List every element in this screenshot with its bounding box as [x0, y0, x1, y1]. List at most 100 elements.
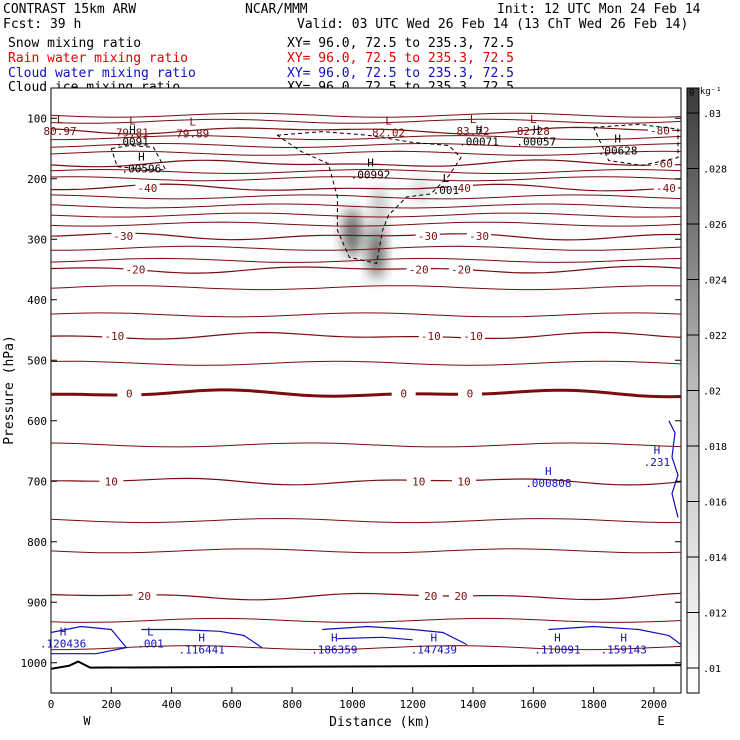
isotherm: [50, 118, 682, 124]
isotherm-label: 20: [454, 590, 467, 603]
isotherm-label-bg: [123, 263, 148, 276]
cloud-water-contour: [337, 636, 413, 641]
colorbar-tick-label: .026: [703, 220, 727, 231]
isotherm-label: -10: [104, 330, 124, 343]
header: CONTRAST 15km ARW Fcst: 39 h NCAR/MMM In…: [0, 0, 740, 95]
isotherm-label: -40: [451, 182, 471, 195]
extremum-value: .147439: [411, 644, 457, 657]
x-tick-label: 0: [48, 698, 55, 711]
x-tick-label: 800: [282, 698, 302, 711]
colorbar-tick-label: .022: [703, 331, 727, 342]
extremum-value: .110091: [534, 644, 580, 657]
isotherm-label-bg: [135, 181, 160, 194]
extremum-value: .0091: [116, 135, 149, 148]
x-tick-label: 1400: [460, 698, 487, 711]
x-axis-label: Distance (km): [329, 715, 431, 730]
isotherm-label-bg: [406, 263, 431, 276]
valid-time: Valid: 03 UTC Wed 26 Feb 14 (13 ChT Wed …: [297, 17, 689, 32]
cloud-ice-region: [593, 123, 679, 166]
y-tick-label: 800: [27, 536, 47, 549]
extremum-value: .120436: [40, 638, 86, 651]
init-time: Init: 12 UTC Mon 24 Feb 14: [497, 2, 701, 17]
field-label-cloud-water: Cloud water mixing ratio: [8, 66, 196, 81]
cloud-water-contour: [141, 628, 263, 649]
isotherm-label: -40: [656, 182, 676, 195]
extremum-value: .116441: [179, 644, 225, 657]
x-tick-label: 200: [101, 698, 121, 711]
isotherm-label-bg: [467, 230, 492, 243]
isotherm: [51, 645, 682, 651]
field-xy-snow: XY= 96.0, 72.5 to 235.3, 72.5: [287, 36, 514, 51]
isotherm-label: -30: [113, 230, 133, 243]
isotherm: [51, 245, 682, 251]
model-title: CONTRAST 15km ARW: [3, 2, 137, 17]
extremum-marker: H: [129, 123, 136, 136]
extremum-value: .00596: [122, 163, 162, 176]
isotherm-label: 10: [457, 475, 470, 488]
isotherm-label: -60: [653, 158, 673, 171]
isotherm-label: -30: [418, 230, 438, 243]
extremum-marker: L: [470, 113, 477, 126]
isotherm: [50, 126, 681, 135]
colorbar-tick-label: .03: [703, 109, 721, 120]
colorbar-tick-label: .016: [703, 498, 727, 509]
extremum-value: .001: [137, 638, 164, 651]
isotherm-label: -40: [138, 182, 158, 195]
isotherm: [50, 285, 682, 291]
extremum-marker: L: [443, 172, 450, 185]
extremum-marker: H: [554, 632, 561, 645]
y-tick-label: 600: [27, 415, 47, 428]
isotherm-label: -20: [451, 264, 471, 277]
extremum-value: 82.28: [517, 125, 550, 138]
extremum-marker: L: [530, 113, 537, 126]
extremum-marker: H: [198, 632, 205, 645]
temperature-contours: -80-60-40 -40 -40-30 -30 -30-20 -20 -20-10 -10-…: [50, 112, 682, 651]
isotherm: [50, 212, 682, 218]
cloud-ice-contours: [110, 123, 679, 265]
x-tick-label: 2000: [641, 698, 668, 711]
field-xy-cloud-water: XY= 96.0, 72.5 to 235.3, 72.5: [287, 66, 514, 81]
colorbar-tick-label: .018: [703, 442, 727, 453]
y-tick-label: 400: [27, 294, 47, 307]
extremum-value: 82.02: [372, 126, 405, 139]
extremum-value: .159143: [601, 644, 647, 657]
extremum-value: 83.72: [456, 125, 489, 138]
isotherm-label-bg: [451, 475, 476, 488]
extremum-marker: L: [189, 116, 196, 129]
forecast-hour: Fcst: 39 h: [3, 17, 82, 32]
isotherm-label: 10: [105, 475, 118, 488]
colorbar-tick-label: .01: [703, 664, 721, 675]
colorbar-unit: g kg⁻¹: [689, 87, 722, 97]
isotherm: [50, 312, 682, 318]
isotherm-label-bg: [448, 181, 473, 194]
colorbar: .01 .012 .014 .016 .018 .02 .022 .024 .026 .028 .0…: [686, 87, 727, 694]
isotherm-label: -20: [409, 264, 429, 277]
isotherm-label-bg: [448, 263, 473, 276]
isotherm-label-bg: [650, 157, 675, 170]
extremum-marker: H: [476, 123, 483, 136]
isotherm: [50, 203, 682, 209]
isotherm: [50, 548, 682, 554]
extremum-value: .00057: [516, 135, 556, 148]
isotherm: [51, 135, 682, 141]
isotherm: [50, 617, 682, 623]
snow-blob: [343, 209, 362, 258]
isotherm-label-bg: [99, 475, 124, 488]
extremum-marker: H: [431, 632, 438, 645]
colorbar-tick-label: .028: [703, 165, 727, 176]
y-tick-label: 300: [27, 233, 47, 246]
isotherm-label: -10: [421, 330, 441, 343]
west-endpoint-label: W: [83, 714, 91, 728]
extremum-value: .231: [644, 456, 671, 469]
east-endpoint-label: E: [657, 714, 664, 728]
cloud-ice-region: [276, 131, 462, 265]
isotherm-label: -30: [469, 230, 489, 243]
isotherm: [50, 194, 682, 200]
isotherm: [50, 112, 682, 118]
isotherm-label: -20: [125, 264, 145, 277]
isotherm-label-bg: [457, 387, 482, 400]
extremum-value: 79.89: [176, 128, 209, 141]
x-tick-label: 600: [222, 698, 242, 711]
cloud-water-contour: [50, 625, 128, 655]
